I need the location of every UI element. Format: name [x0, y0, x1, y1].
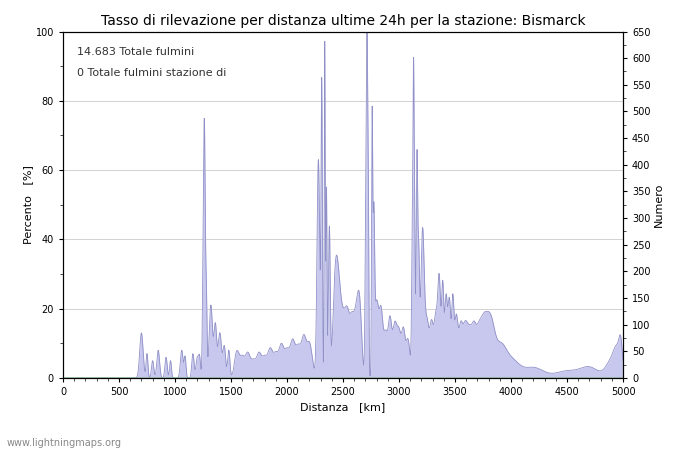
Text: 0 Totale fulmini stazione di: 0 Totale fulmini stazione di — [77, 68, 226, 78]
Text: www.lightningmaps.org: www.lightningmaps.org — [7, 438, 122, 448]
X-axis label: Distanza   [km]: Distanza [km] — [300, 403, 386, 413]
Title: Tasso di rilevazione per distanza ultime 24h per la stazione: Bismarck: Tasso di rilevazione per distanza ultime… — [101, 14, 585, 27]
Y-axis label: Numero: Numero — [653, 183, 664, 227]
Text: 14.683 Totale fulmini: 14.683 Totale fulmini — [77, 47, 195, 57]
Y-axis label: Percento   [%]: Percento [%] — [23, 165, 33, 244]
